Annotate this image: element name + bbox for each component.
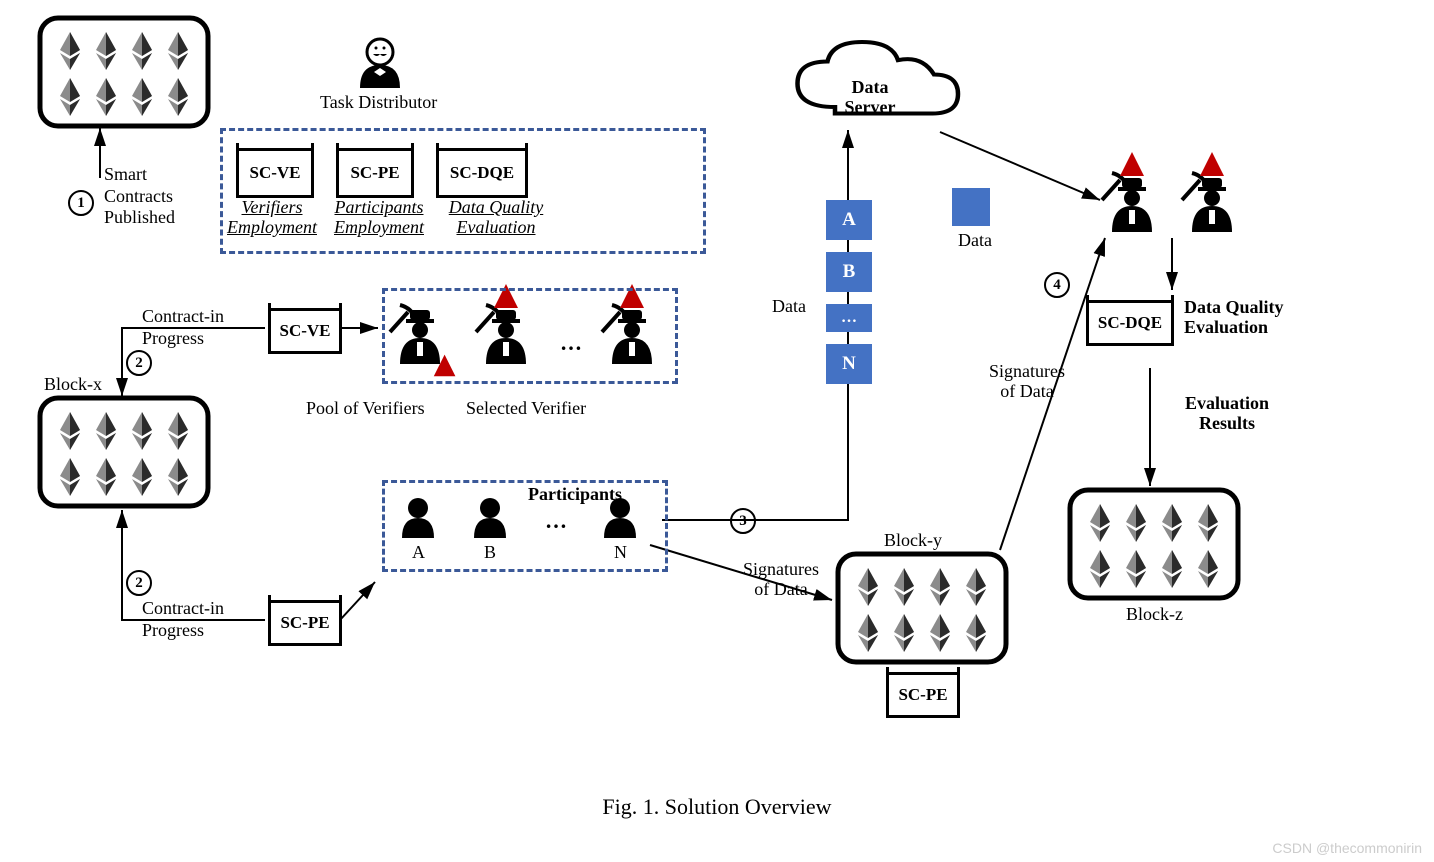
step-2b: 2: [126, 570, 152, 596]
task-distributor-icon: [360, 39, 400, 88]
data-item-a: A: [826, 200, 872, 240]
signatures-label-2: Signatures of Data: [972, 362, 1082, 402]
step-4: 4: [1044, 272, 1070, 298]
participants-label: Participants: [528, 484, 622, 505]
pe-caption: Participants Employment: [324, 198, 434, 238]
contract-in-progress-1: Contract-in Progress: [142, 306, 224, 349]
block-top-left: [40, 18, 208, 126]
dqe-caption: Data Quality Evaluation: [436, 198, 556, 238]
watermark: CSDN @thecommonirin: [1272, 840, 1422, 856]
data-item-dots: …: [826, 304, 872, 332]
ve-caption: Verifiers Employment: [222, 198, 322, 238]
block-y-label: Block-y: [884, 530, 942, 551]
sc-pe-box: SC-PE: [336, 148, 414, 198]
data-item-n: N: [826, 344, 872, 384]
step-2a: 2: [126, 350, 152, 376]
step-3: 3: [730, 508, 756, 534]
block-x-icon: [40, 398, 208, 506]
miner-icon: [1102, 173, 1152, 232]
block-y-icon: [838, 554, 1006, 662]
sc-dqe-box: SC-DQE: [436, 148, 528, 198]
block-z-label: Block-z: [1126, 604, 1183, 625]
signatures-label-1: Signatures of Data: [726, 560, 836, 600]
sc-dqe-box-2: SC-DQE: [1086, 300, 1174, 346]
dqe-label: Data Quality Evaluation: [1184, 298, 1324, 338]
red-triangle-icon: [1120, 152, 1144, 176]
sc-ve-box-2: SC-VE: [268, 308, 342, 354]
sc-ve-box: SC-VE: [236, 148, 314, 198]
task-distributor-label: Task Distributor: [320, 92, 437, 113]
sc-pe-box-3: SC-PE: [886, 672, 960, 718]
data-item-b: B: [826, 252, 872, 292]
contract-in-progress-2: Contract-in Progress: [142, 598, 224, 641]
miner-icon: [1182, 173, 1232, 232]
participant-a-label: A: [412, 542, 425, 563]
pool-of-verifiers-label: Pool of Verifiers: [306, 398, 425, 419]
evaluation-results-label: Evaluation Results: [1172, 394, 1282, 434]
step-1: 1: [68, 190, 94, 216]
data-label-right: Data: [958, 230, 992, 251]
selected-verifier-label: Selected Verifier: [466, 398, 586, 419]
sc-pe-box-2: SC-PE: [268, 600, 342, 646]
data-label-left: Data: [772, 296, 806, 317]
smart-contracts-label: Smart Contracts Published: [104, 164, 175, 229]
participant-n-label: N: [614, 542, 627, 563]
participant-b-label: B: [484, 542, 496, 563]
red-triangle-icon: [1200, 152, 1224, 176]
block-x-label: Block-x: [44, 374, 102, 395]
block-z-icon: [1070, 490, 1238, 598]
figure-caption: Fig. 1. Solution Overview: [0, 794, 1434, 820]
data-square: [952, 188, 990, 226]
verifiers-dashed-box: [382, 288, 678, 384]
data-server-label: Data Server: [830, 78, 910, 118]
